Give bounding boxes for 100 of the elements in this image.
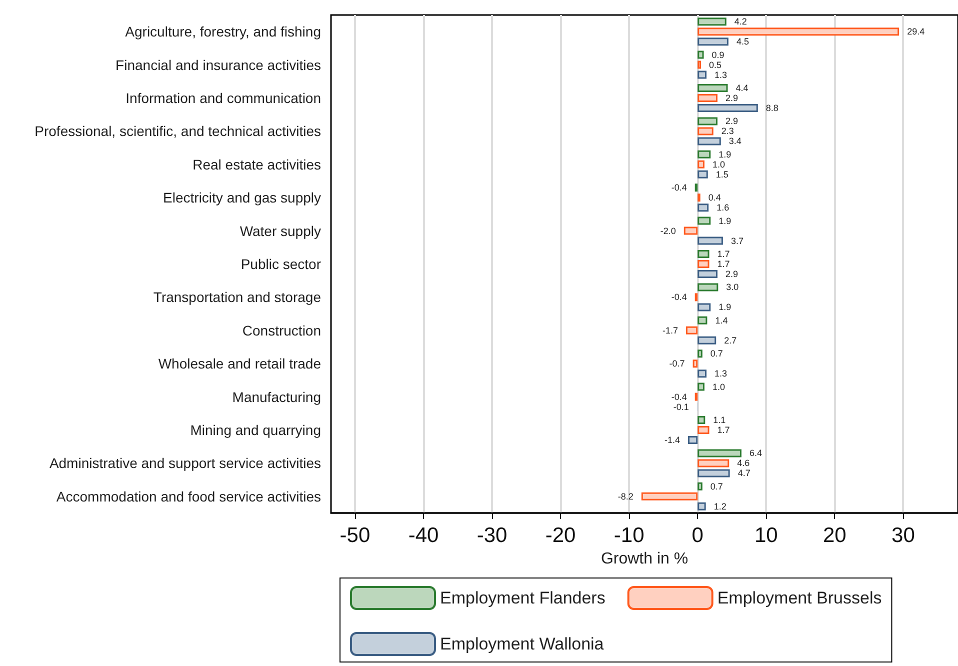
bar bbox=[698, 270, 718, 278]
y-tick-label: Administrative and support service activities bbox=[49, 455, 321, 472]
data-label: 2.9 bbox=[725, 116, 738, 126]
data-label: 1.9 bbox=[718, 149, 732, 160]
data-label: 1.6 bbox=[716, 202, 730, 213]
data-label: 4.5 bbox=[736, 36, 749, 47]
data-label: 4.4 bbox=[736, 83, 748, 93]
bar bbox=[698, 28, 900, 36]
bar bbox=[686, 326, 698, 334]
data-label: -0.4 bbox=[671, 292, 687, 302]
data-label: 1.0 bbox=[712, 382, 725, 392]
bar bbox=[698, 426, 710, 434]
bar bbox=[698, 170, 708, 178]
x-tick-label: 0 bbox=[692, 524, 704, 547]
bar bbox=[698, 303, 711, 312]
bar bbox=[698, 127, 714, 136]
data-label: 1.7 bbox=[717, 249, 730, 259]
bar bbox=[698, 336, 716, 344]
y-tick-label: Financial and insurance activities bbox=[116, 56, 321, 73]
data-label: -2.0 bbox=[660, 226, 676, 236]
data-label: 2.9 bbox=[725, 93, 738, 103]
data-label: 8.8 bbox=[766, 103, 778, 113]
bar bbox=[698, 250, 710, 258]
bar bbox=[698, 137, 721, 146]
legend-label: Employment Flanders bbox=[440, 588, 606, 608]
x-tick-label: -20 bbox=[545, 524, 576, 547]
bar bbox=[698, 502, 706, 510]
y-tick-label: Agriculture, forestry, and fishing bbox=[125, 24, 321, 40]
bar bbox=[698, 104, 758, 112]
data-label: 1.3 bbox=[714, 70, 728, 80]
data-label: 2.3 bbox=[721, 126, 734, 136]
data-label: 4.6 bbox=[737, 458, 750, 468]
y-tick-label: Real estate activities bbox=[192, 156, 321, 172]
data-label: -0.4 bbox=[671, 182, 687, 193]
y-tick-label: Information and communication bbox=[126, 90, 321, 106]
y-tick-label: Electricity and gas supply bbox=[163, 190, 321, 206]
x-tick-label: 30 bbox=[892, 524, 915, 547]
bar bbox=[698, 18, 726, 26]
x-tick-label: -30 bbox=[476, 524, 508, 547]
data-label: 1.2 bbox=[714, 501, 726, 512]
data-label: 1.5 bbox=[716, 169, 728, 180]
y-tick-label: Professional, scientific, and technical activities bbox=[34, 123, 321, 140]
data-label: 3.7 bbox=[730, 236, 744, 246]
data-label: -0.1 bbox=[673, 402, 689, 412]
bar bbox=[698, 236, 723, 245]
y-tick-label: Public sector bbox=[240, 256, 322, 272]
bar bbox=[698, 216, 711, 225]
legend-label: Employment Wallonia bbox=[440, 634, 604, 654]
data-label: 1.7 bbox=[717, 259, 730, 269]
bar bbox=[698, 84, 728, 92]
legend-label: Employment Brussels bbox=[717, 588, 882, 608]
data-label: 1.9 bbox=[718, 302, 732, 312]
bar bbox=[698, 160, 704, 168]
data-label: -1.7 bbox=[662, 325, 678, 336]
data-label: 3.0 bbox=[726, 282, 739, 292]
y-tick-label: Transportation and storage bbox=[153, 289, 322, 306]
bar bbox=[684, 226, 698, 235]
bar bbox=[698, 382, 704, 391]
data-label: 0.7 bbox=[710, 348, 723, 359]
y-tick-label: Wholesale and retail trade bbox=[158, 356, 322, 372]
bar bbox=[698, 370, 707, 378]
x-tick-label: -40 bbox=[408, 524, 439, 547]
bar bbox=[698, 469, 730, 478]
data-label: 0.4 bbox=[708, 192, 721, 203]
bar bbox=[698, 350, 702, 358]
data-label: 1.4 bbox=[715, 315, 728, 326]
bar bbox=[698, 283, 718, 292]
bar bbox=[698, 94, 718, 102]
data-label: 3.4 bbox=[728, 136, 742, 146]
y-tick-label: Water supply bbox=[240, 222, 321, 239]
x-tick-label: -50 bbox=[340, 524, 370, 547]
data-label: 1.3 bbox=[714, 368, 728, 379]
data-label: -0.7 bbox=[669, 358, 685, 369]
data-label: 0.5 bbox=[709, 60, 722, 70]
data-label: -0.4 bbox=[671, 392, 687, 402]
bar bbox=[698, 117, 718, 126]
x-tick-label: 20 bbox=[822, 524, 846, 547]
bar bbox=[698, 70, 707, 79]
data-label: -8.2 bbox=[618, 491, 634, 502]
x-tick-label: 10 bbox=[754, 524, 778, 547]
data-label: 4.7 bbox=[738, 468, 750, 478]
data-label: 1.1 bbox=[713, 415, 726, 425]
data-label: 0.9 bbox=[712, 50, 724, 60]
data-label: 2.9 bbox=[725, 269, 738, 279]
data-label: 1.9 bbox=[718, 216, 732, 226]
bar bbox=[698, 260, 710, 268]
data-label: -1.4 bbox=[664, 435, 680, 445]
bar bbox=[698, 204, 709, 212]
bar bbox=[692, 360, 698, 368]
x-axis-title: Growth in % bbox=[600, 550, 688, 568]
bar bbox=[698, 459, 730, 468]
bar bbox=[698, 416, 706, 424]
bar bbox=[698, 482, 702, 490]
data-label: 1.0 bbox=[712, 159, 725, 170]
data-label: 6.4 bbox=[749, 448, 762, 458]
y-tick-label: Manufacturing bbox=[232, 388, 321, 405]
x-tick-label: -10 bbox=[614, 524, 644, 547]
y-tick-label: Construction bbox=[242, 322, 321, 338]
data-label: 1.7 bbox=[717, 425, 730, 435]
bar bbox=[698, 449, 742, 458]
